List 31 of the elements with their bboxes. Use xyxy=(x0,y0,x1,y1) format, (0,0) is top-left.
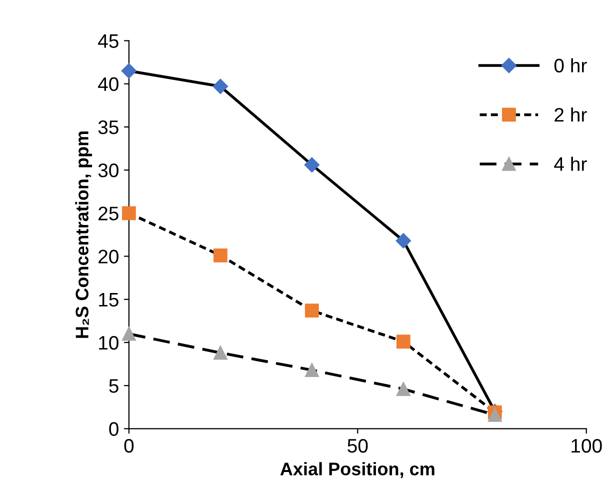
point xyxy=(396,334,410,349)
legend-label: 4 hr xyxy=(554,156,587,171)
y-tick-label: 10 xyxy=(99,336,118,350)
legend-label: 0 hr xyxy=(554,58,587,72)
point xyxy=(396,233,411,248)
point xyxy=(304,363,319,378)
point xyxy=(304,304,319,318)
y-tick-label: 20 xyxy=(98,250,118,264)
point xyxy=(396,382,410,396)
legend-label: 2 hr xyxy=(554,107,587,122)
y-tick-label: 0 xyxy=(109,422,118,436)
y-tick-label: 15 xyxy=(99,293,118,307)
x-tick-label: 100 xyxy=(572,438,602,453)
y-tick-label: 45 xyxy=(98,34,118,48)
x-tick-label: 50 xyxy=(348,438,368,453)
point xyxy=(122,206,136,220)
point xyxy=(212,78,228,94)
point xyxy=(213,248,228,262)
point xyxy=(121,63,137,78)
y-tick-label: 25 xyxy=(98,206,118,220)
y-tick-label: 30 xyxy=(98,164,118,178)
y-axis-title: H₂S Concentration, ppm xyxy=(75,132,92,338)
y-tick-label: 40 xyxy=(98,77,118,92)
x-tick-label: 0 xyxy=(124,438,134,453)
y-tick-label: 5 xyxy=(109,379,118,393)
y-tick-label: 35 xyxy=(98,120,118,134)
point xyxy=(488,408,502,422)
x-axis-title: Axial Position, cm xyxy=(280,462,434,478)
point xyxy=(304,157,320,172)
point xyxy=(213,346,228,360)
point xyxy=(122,326,136,341)
